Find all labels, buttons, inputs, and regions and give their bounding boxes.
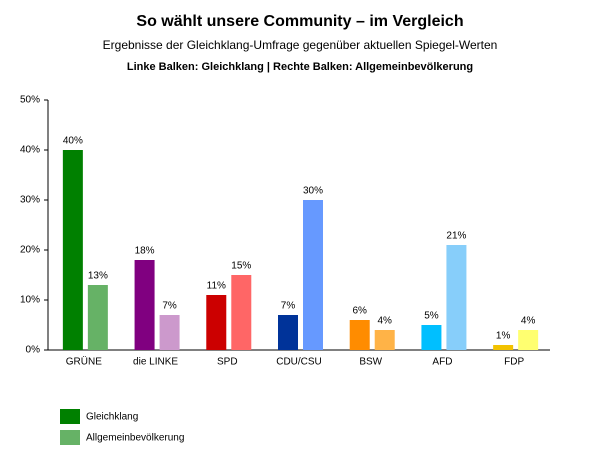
value-label: 40%: [63, 136, 83, 147]
bar: [206, 295, 227, 350]
value-label: 21%: [446, 231, 466, 242]
value-label: 11%: [207, 281, 226, 292]
value-label: 30%: [303, 186, 323, 197]
x-tick-label: BSW: [359, 357, 382, 368]
value-label: 18%: [135, 246, 155, 257]
value-label: 7%: [162, 301, 177, 312]
x-tick-label: die LINKE: [133, 357, 178, 368]
value-label: 5%: [424, 311, 439, 322]
bar: [493, 345, 514, 350]
bar: [421, 325, 442, 350]
bar: [303, 200, 323, 350]
bar: [62, 150, 83, 350]
legend-label: Gleichklang: [86, 412, 138, 423]
value-label: 4%: [521, 316, 536, 327]
y-tick-label: 50%: [20, 95, 40, 106]
value-label: 4%: [377, 316, 392, 327]
chart-subtitle: Ergebnisse der Gleichklang-Umfrage gegen…: [103, 38, 498, 52]
bar: [374, 330, 395, 350]
y-tick-label: 20%: [20, 245, 40, 256]
bar: [278, 315, 298, 350]
value-label: 15%: [231, 261, 251, 272]
x-tick-label: GRÜNE: [66, 356, 102, 368]
value-label: 7%: [281, 301, 296, 312]
chart-title: So wählt unsere Community – im Vergleich: [136, 13, 463, 30]
annotation: Linke Balken: Gleichklang | Rechte Balke…: [127, 61, 473, 73]
bar: [134, 260, 155, 350]
legend-label: Allgemeinbevölkerung: [86, 433, 184, 444]
bar: [446, 245, 467, 350]
bar: [518, 330, 539, 350]
x-tick-label: CDU/CSU: [276, 357, 322, 368]
y-tick-label: 40%: [20, 145, 40, 156]
x-tick-label: SPD: [217, 357, 238, 368]
bar: [87, 285, 108, 350]
bar: [159, 315, 180, 350]
y-tick-label: 30%: [20, 195, 40, 206]
legend-swatch: [60, 430, 80, 445]
x-tick-label: AFD: [432, 357, 452, 368]
x-tick-label: FDP: [504, 357, 524, 368]
y-tick-label: 10%: [20, 295, 40, 306]
bar: [231, 275, 252, 350]
bar: [349, 320, 370, 350]
value-label: 6%: [352, 306, 367, 317]
legend-swatch: [60, 409, 80, 424]
y-tick-label: 0%: [26, 345, 41, 356]
value-label: 1%: [496, 331, 511, 342]
value-label: 13%: [88, 271, 108, 282]
